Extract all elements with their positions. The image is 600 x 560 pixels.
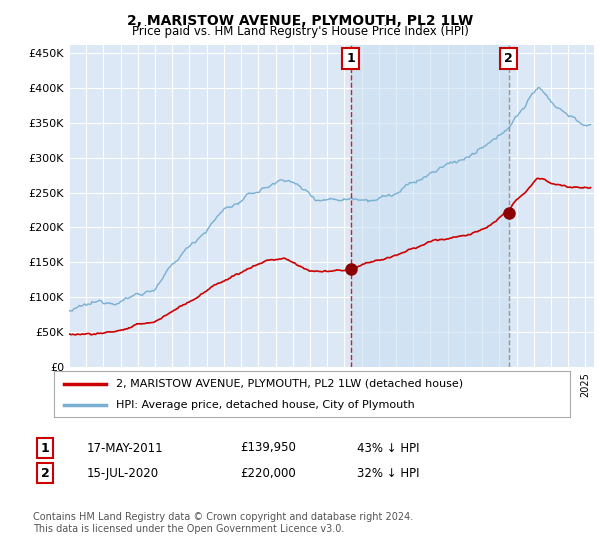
Text: 2, MARISTOW AVENUE, PLYMOUTH, PL2 1LW: 2, MARISTOW AVENUE, PLYMOUTH, PL2 1LW <box>127 14 473 28</box>
Text: 17-MAY-2011: 17-MAY-2011 <box>87 441 164 455</box>
Text: 1: 1 <box>346 52 355 65</box>
Text: £220,000: £220,000 <box>240 466 296 480</box>
Text: Contains HM Land Registry data © Crown copyright and database right 2024.
This d: Contains HM Land Registry data © Crown c… <box>33 512 413 534</box>
Text: 43% ↓ HPI: 43% ↓ HPI <box>357 441 419 455</box>
Text: £139,950: £139,950 <box>240 441 296 455</box>
Text: HPI: Average price, detached house, City of Plymouth: HPI: Average price, detached house, City… <box>116 400 415 410</box>
Text: 32% ↓ HPI: 32% ↓ HPI <box>357 466 419 480</box>
Text: Price paid vs. HM Land Registry's House Price Index (HPI): Price paid vs. HM Land Registry's House … <box>131 25 469 38</box>
Bar <box>351 45 509 367</box>
Text: 2: 2 <box>504 52 513 65</box>
Text: 2, MARISTOW AVENUE, PLYMOUTH, PL2 1LW (detached house): 2, MARISTOW AVENUE, PLYMOUTH, PL2 1LW (d… <box>116 379 463 389</box>
Text: 1: 1 <box>41 441 49 455</box>
Text: 15-JUL-2020: 15-JUL-2020 <box>87 466 159 480</box>
Text: 2: 2 <box>41 466 49 480</box>
